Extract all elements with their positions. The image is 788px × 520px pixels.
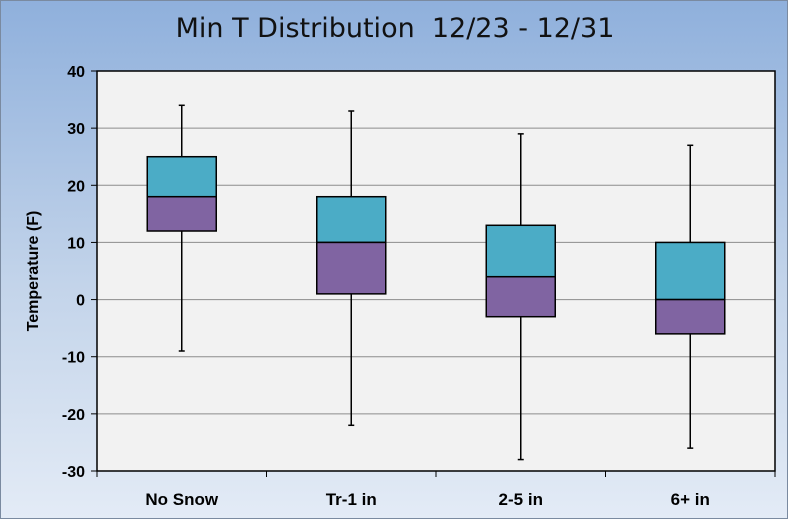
x-category-label: 6+ in [671,490,710,509]
box-lower-quartile [485,275,556,318]
y-tick-label: 40 [67,64,85,81]
y-tick-label: -10 [62,350,85,367]
chart-title: Min T Distribution 12/23 - 12/31 [175,13,615,44]
y-tick-label: 0 [76,293,85,310]
y-tick-label: 10 [67,235,85,252]
box-upper-quartile [485,224,556,278]
y-tick-label: -20 [62,407,85,424]
x-category-label: No Snow [145,490,218,509]
box-upper-quartile [146,155,217,198]
x-category-label: 2-5 in [499,490,543,509]
y-tick-label: -30 [62,464,85,481]
axes: -30 -20 -10 0 10 20 30 40 No Snow Tr-1 in 2-5 in 6+… [62,64,776,509]
y-tick-label: 30 [67,121,85,138]
y-axis-label: Temperature (F) [25,211,42,332]
box-upper-quartile [316,195,387,244]
boxes [146,104,726,461]
box-lower-quartile [316,241,387,295]
y-tick-label: 20 [67,178,85,195]
box-lower-quartile [146,195,217,232]
box-lower-quartile [655,298,726,335]
x-category-label: Tr-1 in [326,490,377,509]
box-upper-quartile [655,241,726,301]
